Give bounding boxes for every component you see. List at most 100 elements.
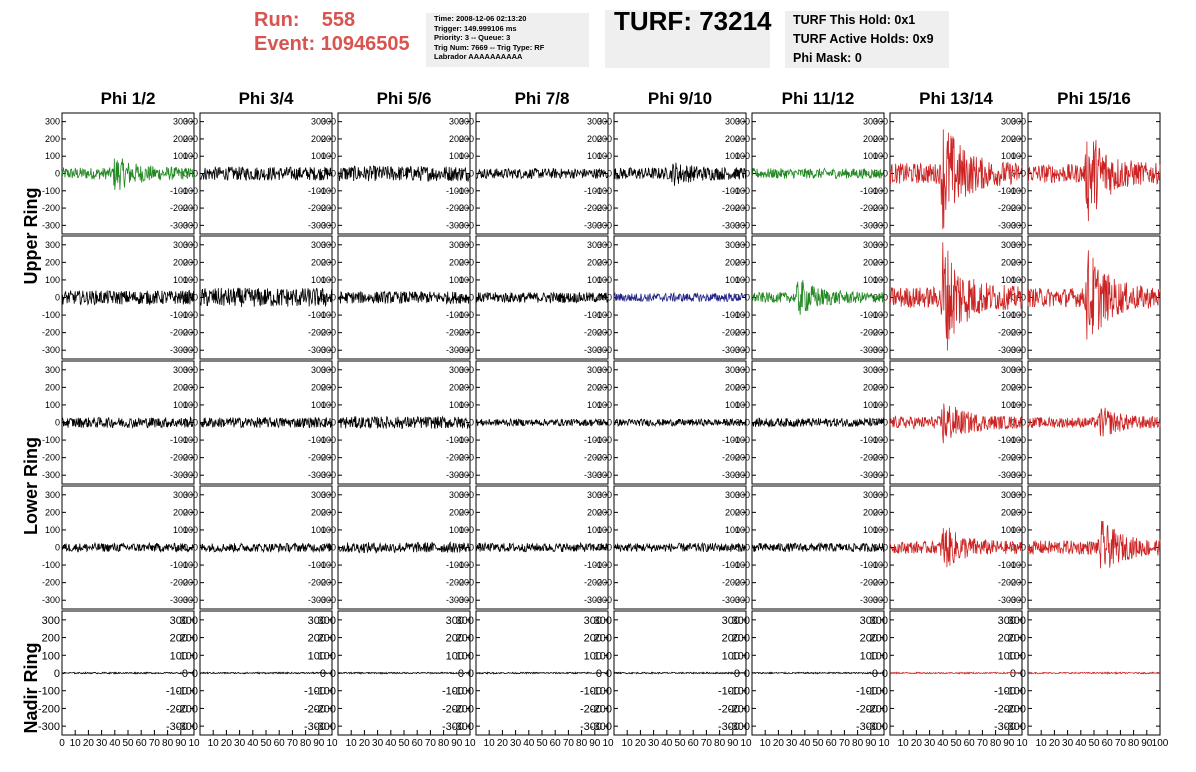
ytick-label-left: 0 [193,543,198,553]
ytick-label-right: -300 [860,220,878,230]
xtick-label: 30 [510,738,522,749]
xtick-label: 60 [550,738,562,749]
xtick-label: 10 [760,738,772,749]
ytick-label-left: 200 [597,134,612,144]
xtick-label: 10 [70,738,82,749]
waveform-r5-c8 [1027,671,1161,675]
xtick-label: 40 [523,738,535,749]
ytick-label-right: -300 [446,345,464,355]
ytick-label-left: -200 [1008,328,1026,338]
ytick-label-right: 0 [872,668,878,680]
ytick-label-right: -300 [722,470,740,480]
ytick-label-right: -300 [308,595,326,605]
ytick-label-right: -300 [994,721,1016,733]
time-line: Time: 2008-12-06 02:13:20 [434,14,527,23]
ytick-label-right: -100 [446,310,464,320]
ytick-label-left: -200 [870,578,888,588]
waveform-r5-c4 [475,671,609,675]
ytick-label-left: -100 [176,686,198,698]
ytick-label-left: 100 [459,151,474,161]
ytick-label-right: 200 [446,633,464,645]
ytick-label-left: -300 [456,345,474,355]
ytick-label-right: 300 [449,365,464,375]
ytick-label-left: -200 [456,328,474,338]
ytick-label-left: 100 [321,275,336,285]
ytick-label-left: 300 [321,490,336,500]
ytick-label-left: 200 [597,257,612,267]
ytick-label-left: -200 [318,203,336,213]
ytick-label-left: 200 [735,134,750,144]
ytick-label-left: 100 [597,275,612,285]
ytick-label-left: 0 [883,418,888,428]
ytick-label-right: 100 [863,400,878,410]
ytick-label-left: -300 [180,595,198,605]
ytick-label-left: 0 [1021,169,1026,179]
ytick-label-left: 0 [469,543,474,553]
ytick-label-right: 200 [725,257,740,267]
xtick-label: 40 [661,738,673,749]
xtick-label: 40 [1075,738,1087,749]
ytick-label-right: 200 [860,633,878,645]
ytick-label-left: -200 [1008,453,1026,463]
ytick-label-left: 100 [321,151,336,161]
ytick-label-right: -100 [860,435,878,445]
xtick-label: 30 [96,738,108,749]
ytick-label-right: 300 [587,490,602,500]
ytick-label-right: 100 [587,525,602,535]
ytick-label-left: 300 [183,240,198,250]
ytick-label-left: -100 [42,310,60,320]
waveform-r4-c8 [1027,520,1161,569]
ytick-label-left: 0 [331,543,336,553]
ytick-label-left: -200 [176,703,198,715]
ytick-label-left: 300 [597,240,612,250]
ytick-label-left: -100 [1004,686,1026,698]
ytick-label-right: -300 [446,220,464,230]
ytick-label-right: -300 [998,220,1016,230]
ytick-label-left: 0 [331,169,336,179]
ytick-label-left: -100 [42,186,60,196]
xtick-label: 80 [1128,738,1140,749]
ytick-label-left: -200 [318,578,336,588]
ytick-label-left: -300 [318,595,336,605]
ytick-label-left: 200 [594,633,612,645]
ytick-label-left: -300 [732,595,750,605]
waveform-r1-c3 [337,165,471,183]
ytick-label-left: 100 [45,151,60,161]
waveform-r3-c8 [1027,407,1161,437]
ytick-label-left: -200 [1008,203,1026,213]
ytick-label-left: 0 [193,293,198,303]
ytick-label-left: -300 [870,220,888,230]
ytick-label-right: 100 [173,275,188,285]
ytick-label-right: 100 [1001,151,1016,161]
ytick-label-right: -100 [718,686,740,698]
ytick-label-left: 200 [1011,134,1026,144]
ytick-label-left: 0 [193,418,198,428]
ytick-label-right: -100 [584,310,602,320]
ytick-label-left: 200 [42,633,60,645]
ytick-label-right: -200 [584,203,602,213]
waveform-r2-c6 [751,280,885,315]
ytick-label-right: 200 [449,382,464,392]
ytick-label-left: 200 [459,382,474,392]
ytick-label-left: -100 [318,186,336,196]
ytick-label-left: -100 [180,435,198,445]
ytick-label-left: 300 [1011,490,1026,500]
ytick-label-left: 300 [597,117,612,127]
ytick-label-left: 100 [456,650,474,662]
ytick-label-right: 200 [1001,257,1016,267]
ytick-label-right: -200 [722,203,740,213]
ytick-label-left: 200 [183,382,198,392]
ytick-label-right: -300 [860,470,878,480]
ytick-label-left: -200 [732,453,750,463]
ytick-label-left: 0 [1021,543,1026,553]
ytick-label-right: -100 [170,435,188,445]
ytick-label-right: 200 [587,134,602,144]
xtick-label: 80 [438,738,450,749]
column-title-8: Phi 15/16 [1057,89,1131,108]
xtick-label: 50 [812,738,824,749]
ytick-label-left: 200 [183,257,198,267]
ytick-label-right: 300 [860,615,878,627]
ytick-label-left: 0 [469,169,474,179]
waveform-r4-c2 [199,542,333,554]
ytick-label-right: 300 [998,615,1016,627]
